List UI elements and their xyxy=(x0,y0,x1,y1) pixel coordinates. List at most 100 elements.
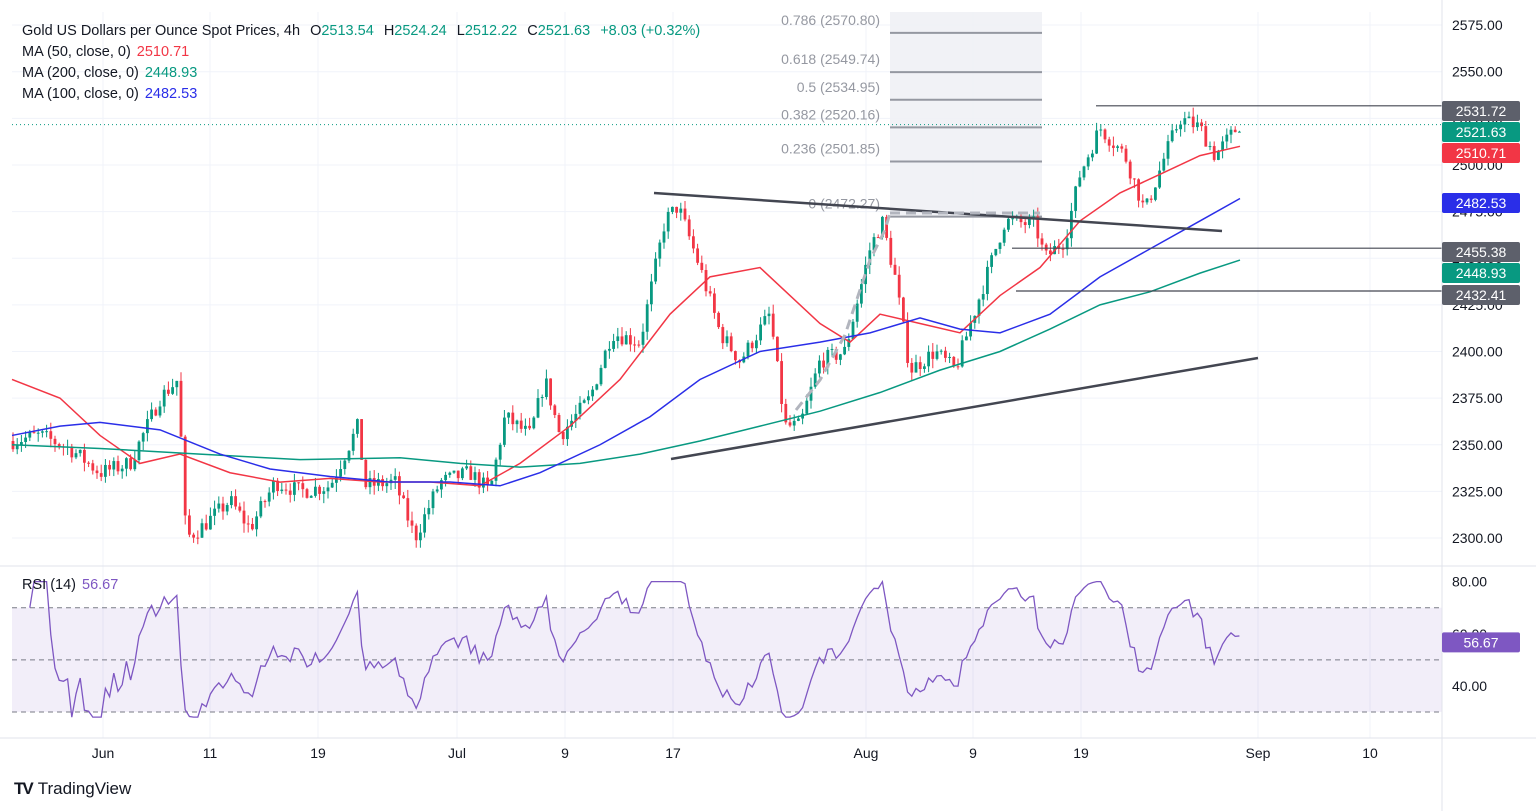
candle-body xyxy=(1112,145,1115,148)
candle-body xyxy=(452,470,456,473)
lower-trendline xyxy=(670,356,1259,461)
candle-body xyxy=(322,491,326,494)
legend-rsi[interactable]: RSI (14) 56.67 xyxy=(22,575,124,596)
candle-body xyxy=(591,389,594,397)
candle-body xyxy=(133,460,137,470)
candle-body xyxy=(1229,129,1233,135)
chart-grid xyxy=(12,12,1442,738)
candle-body xyxy=(952,356,956,367)
candle-body xyxy=(990,255,993,267)
price-tick-label: 2350.00 xyxy=(1452,437,1503,453)
price-label-text: 2482.53 xyxy=(1456,195,1507,211)
candle-body xyxy=(1002,229,1006,243)
rsi-line xyxy=(29,579,1240,718)
candle-body xyxy=(805,400,809,414)
fib-anchor-line xyxy=(794,212,892,411)
price-label-text: 2531.72 xyxy=(1456,103,1507,119)
candle-body xyxy=(528,425,531,429)
candle-body xyxy=(755,340,758,349)
candle-body xyxy=(1133,178,1136,180)
candle-body xyxy=(402,495,405,499)
candle-body xyxy=(410,520,414,526)
candle-body xyxy=(881,216,884,238)
candle-body xyxy=(885,216,888,238)
candle-body xyxy=(427,508,431,515)
candle-body xyxy=(461,468,464,479)
candle-body xyxy=(1023,222,1027,225)
candle-body xyxy=(448,472,452,475)
candle-body xyxy=(263,501,267,503)
fib-level-label: 0.5 (2534.95) xyxy=(797,79,880,95)
candle-body xyxy=(196,537,200,539)
ohlc-open: O2513.54 xyxy=(310,23,374,39)
candle-body xyxy=(104,464,107,477)
fibonacci-shading xyxy=(890,12,1042,217)
candle-body xyxy=(977,299,981,316)
candle-body xyxy=(797,418,800,421)
candle-body xyxy=(1128,161,1132,179)
legend-ma200[interactable]: MA (200, close, 0) 2448.93 xyxy=(22,63,203,84)
candle-body xyxy=(1065,238,1069,250)
candle-body xyxy=(1007,218,1010,230)
candle-body xyxy=(150,409,153,420)
candle-body xyxy=(855,303,859,322)
candle-body xyxy=(599,367,603,385)
candle-body xyxy=(658,242,662,259)
high-value: 2524.24 xyxy=(394,23,447,39)
low-value: 2512.22 xyxy=(464,23,518,39)
price-tick-label: 2550.00 xyxy=(1452,64,1503,80)
candle-body xyxy=(393,476,397,480)
candle-body xyxy=(1049,250,1052,255)
candle-body xyxy=(1078,177,1082,187)
candle-body xyxy=(41,431,44,433)
ma100-label: MA (100, close, 0) xyxy=(22,86,139,102)
legend-ma50[interactable]: MA (50, close, 0) 2510.71 xyxy=(22,42,195,63)
tradingview-brand-text: TradingView xyxy=(37,779,132,798)
candle-body xyxy=(414,525,418,541)
candle-body xyxy=(503,417,506,445)
candle-body xyxy=(440,480,443,490)
candle-body xyxy=(818,360,821,374)
candle-body xyxy=(1154,187,1157,200)
candle-body xyxy=(494,459,498,481)
candle-body xyxy=(935,351,939,359)
candle-body xyxy=(847,339,851,347)
candle-body xyxy=(309,495,313,498)
candle-body xyxy=(482,477,485,488)
candle-body xyxy=(998,242,1002,249)
candle-body xyxy=(209,515,212,530)
price-change: +8.03 (+0.32%) xyxy=(600,23,701,39)
price-tick-label: 2300.00 xyxy=(1452,530,1503,546)
date-tick-label: 19 xyxy=(1073,745,1089,761)
candle-body xyxy=(725,336,729,344)
candle-body xyxy=(364,459,368,488)
candle-body xyxy=(624,335,628,345)
candle-body xyxy=(813,373,817,387)
candle-body xyxy=(49,431,53,439)
candle-body xyxy=(650,281,653,305)
price-label-box xyxy=(1442,143,1520,163)
candle-body xyxy=(700,262,704,271)
candle-body xyxy=(91,463,95,471)
header-legend: Gold US Dollars per Ounce Spot Prices, 4… xyxy=(22,21,706,42)
candle-body xyxy=(1200,122,1203,127)
candle-body xyxy=(192,534,195,538)
candle-body xyxy=(1175,129,1178,131)
candle-body xyxy=(822,360,825,368)
candle-body xyxy=(587,396,590,401)
candle-body xyxy=(335,476,338,483)
price-label-text: 2432.41 xyxy=(1456,287,1507,303)
legend-ma100[interactable]: MA (100, close, 0) 2482.53 xyxy=(22,84,203,105)
candle-body xyxy=(36,432,40,434)
date-tick-label: Sep xyxy=(1246,745,1271,761)
tradingview-logo[interactable]: TV TradingView xyxy=(14,779,131,799)
candle-body xyxy=(83,449,86,463)
candle-body xyxy=(834,348,838,360)
candle-body xyxy=(1166,141,1170,159)
candle-body xyxy=(129,458,132,470)
candle-body xyxy=(662,231,666,243)
candle-body xyxy=(826,349,830,368)
candle-body xyxy=(251,523,254,530)
candle-body xyxy=(1091,153,1094,158)
